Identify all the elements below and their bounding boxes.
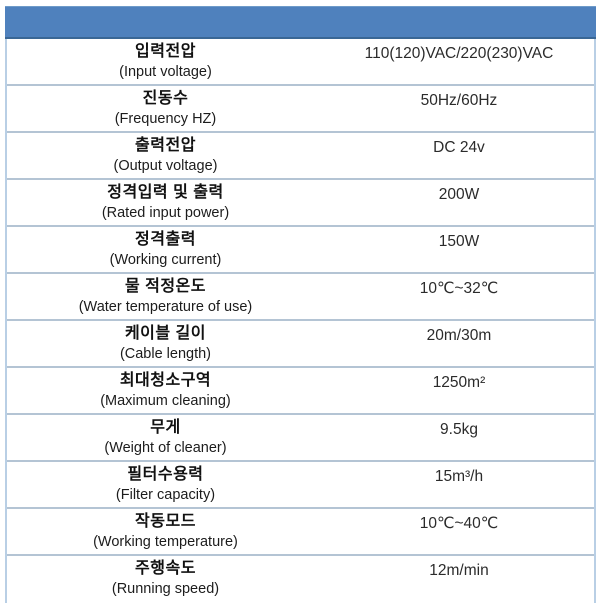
spec-row: 최대청소구역 (Maximum cleaning) 1250m² [7,368,594,415]
spec-label-en: (Weight of cleaner) [104,440,227,456]
spec-label-kr: 정격입력 및 출력 [107,184,224,201]
spec-label-kr: 정격출력 [135,231,196,248]
spec-label-cell: 케이블 길이 (Cable length) [7,321,324,364]
spec-row: 작동모드 (Working temperature) 10℃~40℃ [7,509,594,556]
spec-value: 10℃~32℃ [419,280,499,297]
spec-table: 입력전압 (Input voltage) 110(120)VAC/220(230… [5,6,596,603]
spec-label-kr: 물 적정온도 [124,278,206,295]
spec-row: 입력전압 (Input voltage) 110(120)VAC/220(230… [7,39,594,86]
spec-label-en: (Frequency HZ) [114,111,217,127]
spec-row: 필터수용력 (Filter capacity) 15m³/h [7,462,594,509]
spec-rows: 입력전압 (Input voltage) 110(120)VAC/220(230… [5,39,596,603]
spec-row: 정격출력 (Working current) 150W [7,227,594,274]
spec-label-kr: 필터수용력 [127,466,204,483]
spec-row: 출력전압 (Output voltage) DC 24v [7,133,594,180]
spec-value: 9.5kg [440,421,478,438]
spec-label-cell: 입력전압 (Input voltage) [7,39,324,82]
spec-value: 200W [438,186,480,203]
table-header-bar [5,6,596,39]
spec-label-cell: 무게 (Weight of cleaner) [7,415,324,458]
spec-label-cell: 출력전압 (Output voltage) [7,133,324,176]
spec-row: 진동수 (Frequency HZ) 50Hz/60Hz [7,86,594,133]
spec-value: 110(120)VAC/220(230)VAC [364,45,554,62]
spec-row: 물 적정온도 (Water temperature of use) 10℃~32… [7,274,594,321]
spec-label-kr: 무게 [150,419,181,436]
spec-label-kr: 입력전압 [135,43,196,60]
spec-value: 20m/30m [426,327,492,344]
spec-label-cell: 진동수 (Frequency HZ) [7,86,324,129]
spec-label-en: (Output voltage) [113,158,218,174]
spec-label-kr: 작동모드 [135,513,196,530]
spec-label-kr: 최대청소구역 [119,372,212,389]
spec-label-en: (Working current) [109,252,222,268]
spec-label-kr: 출력전압 [135,137,196,154]
spec-label-en: (Maximum cleaning) [100,393,231,409]
spec-label-cell: 필터수용력 (Filter capacity) [7,462,324,505]
spec-label-kr: 케이블 길이 [124,325,206,342]
spec-row: 주행속도 (Running speed) 12m/min [7,556,594,603]
spec-value: 12m/min [429,562,489,579]
spec-label-kr: 진동수 [142,90,189,107]
spec-row: 케이블 길이 (Cable length) 20m/30m [7,321,594,368]
spec-value: DC 24v [433,139,485,156]
spec-label-cell: 정격출력 (Working current) [7,227,324,270]
spec-label-en: (Filter capacity) [115,487,216,503]
spec-label-cell: 작동모드 (Working temperature) [7,509,324,552]
spec-label-cell: 물 적정온도 (Water temperature of use) [7,274,324,317]
spec-value: 1250m² [432,374,486,391]
spec-label-en: (Running speed) [111,581,220,597]
spec-value: 50Hz/60Hz [420,92,498,109]
spec-value: 15m³/h [434,468,484,485]
spec-label-cell: 주행속도 (Running speed) [7,556,324,599]
spec-label-cell: 최대청소구역 (Maximum cleaning) [7,368,324,411]
spec-row: 무게 (Weight of cleaner) 9.5kg [7,415,594,462]
spec-label-en: (Working temperature) [93,534,238,550]
spec-label-en: (Input voltage) [119,64,212,80]
spec-label-cell: 정격입력 및 출력 (Rated input power) [7,180,324,223]
spec-row: 정격입력 및 출력 (Rated input power) 200W [7,180,594,227]
spec-label-kr: 주행속도 [135,560,196,577]
spec-label-en: (Rated input power) [101,205,230,221]
spec-label-en: (Cable length) [119,346,212,362]
spec-label-en: (Water temperature of use) [78,299,253,315]
spec-value: 150W [438,233,480,250]
spec-value: 10℃~40℃ [419,515,499,532]
